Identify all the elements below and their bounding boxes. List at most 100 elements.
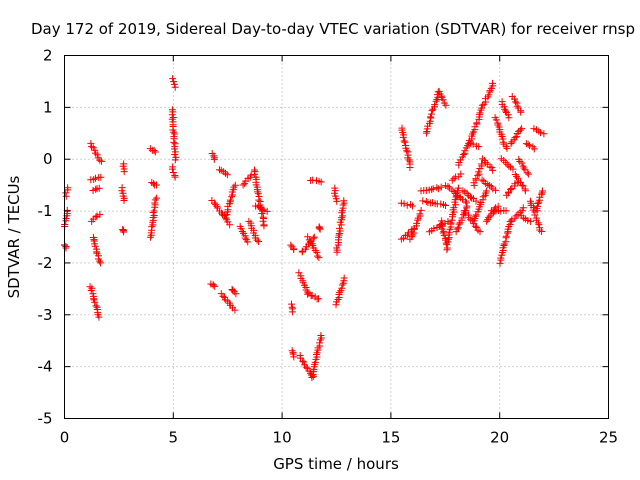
data-point: [504, 111, 512, 119]
data-point: [298, 248, 306, 256]
data-point: [503, 144, 511, 152]
data-track: [522, 140, 538, 153]
data-point: [538, 227, 546, 235]
data-point: [403, 147, 411, 155]
data-track: [119, 225, 128, 236]
x-tick-label: 10: [273, 429, 292, 447]
data-track: [252, 202, 271, 215]
data-point: [518, 159, 526, 167]
data-point: [255, 238, 263, 246]
data-point: [417, 206, 425, 214]
data-point: [535, 221, 543, 229]
data-point: [223, 171, 231, 179]
y-tick-label: 0: [43, 150, 53, 168]
data-point: [513, 173, 521, 181]
data-point: [485, 213, 493, 221]
data-point: [409, 231, 417, 239]
data-point: [442, 201, 450, 209]
data-point: [219, 292, 227, 300]
data-point: [150, 180, 158, 188]
data-track: [307, 176, 325, 186]
data-track: [476, 79, 497, 117]
data-track: [498, 98, 513, 122]
y-tick-label: 1: [43, 98, 53, 116]
data-point: [511, 95, 519, 103]
data-point: [439, 96, 447, 104]
data-point: [229, 286, 237, 294]
data-track: [530, 125, 548, 138]
data-point: [422, 197, 430, 205]
data-point: [445, 229, 453, 237]
data-track: [119, 160, 128, 176]
data-track: [89, 184, 103, 195]
data-track: [217, 290, 239, 314]
data-track: [245, 217, 263, 246]
data-point: [93, 151, 101, 159]
data-point: [403, 201, 411, 209]
data-point: [331, 189, 339, 197]
data-point: [96, 210, 104, 218]
data-point: [290, 245, 298, 253]
data-point: [91, 146, 99, 154]
data-point: [475, 143, 483, 151]
data-point: [120, 168, 128, 176]
x-tick-label: 15: [381, 429, 400, 447]
data-point: [505, 162, 513, 170]
data-track: [236, 222, 252, 246]
data-point: [151, 148, 159, 156]
data-point: [472, 197, 480, 205]
data-point: [513, 133, 521, 141]
data-point: [406, 164, 414, 172]
data-point: [400, 200, 408, 208]
data-point: [221, 169, 229, 177]
data-point: [238, 228, 246, 236]
data-point: [518, 125, 526, 133]
data-point: [316, 225, 324, 233]
y-tick-label: -4: [38, 358, 53, 376]
data-track: [228, 286, 240, 298]
data-point: [226, 221, 234, 229]
data-point: [96, 156, 104, 164]
y-tick-label: -5: [38, 410, 53, 428]
data-point: [305, 236, 313, 244]
data-track: [304, 290, 322, 303]
data-point: [486, 181, 494, 189]
data-point: [455, 193, 463, 201]
data-point: [526, 142, 534, 150]
data-track: [460, 207, 484, 236]
data-point: [168, 165, 176, 173]
data-point: [315, 224, 323, 232]
data-point: [517, 108, 525, 116]
data-track: [442, 182, 470, 207]
data-point: [335, 288, 343, 296]
data-track: [304, 233, 323, 262]
data-point: [120, 228, 128, 236]
data-point: [150, 146, 158, 154]
data-track: [296, 352, 316, 381]
data-track: [517, 212, 535, 225]
data-point: [455, 220, 463, 228]
data-point: [489, 166, 497, 174]
data-track: [511, 171, 529, 195]
data-point: [478, 160, 486, 168]
data-point: [524, 140, 532, 148]
data-point: [92, 174, 100, 182]
data-point: [431, 101, 439, 109]
data-point: [64, 184, 72, 192]
data-track: [287, 241, 298, 253]
data-point: [241, 234, 249, 242]
data-point: [511, 133, 519, 141]
data-point: [539, 187, 547, 195]
data-point: [120, 196, 128, 204]
data-point: [340, 274, 348, 282]
data-point: [260, 222, 268, 230]
data-track: [333, 197, 348, 256]
data-point: [149, 208, 157, 216]
data-point: [171, 173, 179, 181]
data-point: [497, 254, 505, 262]
data-point: [463, 202, 471, 210]
data-point: [478, 176, 486, 184]
data-point: [259, 217, 267, 225]
data-point: [169, 75, 177, 83]
data-point: [221, 212, 229, 220]
